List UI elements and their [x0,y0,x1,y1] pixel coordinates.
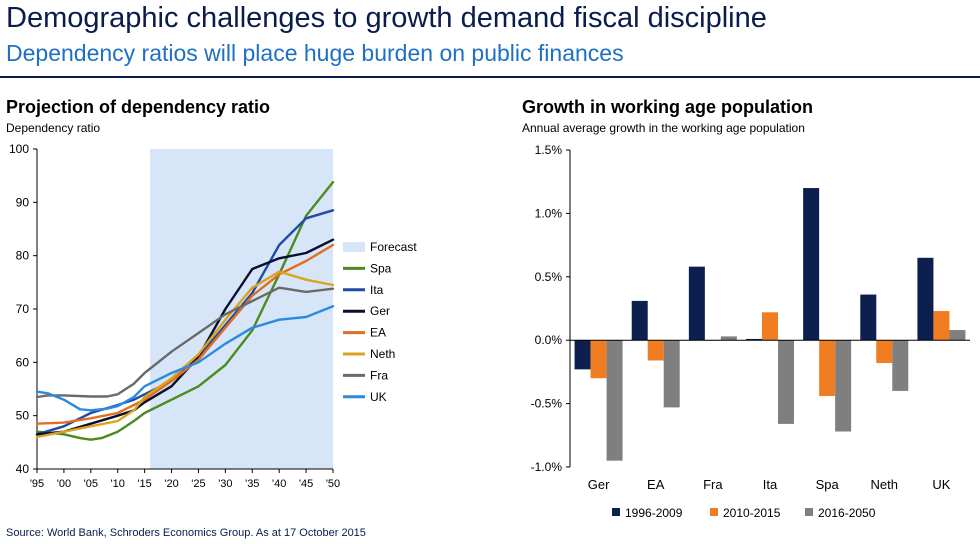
left-x-tick-label: '30 [218,478,232,490]
bar-neth-2010-2015 [876,340,893,364]
left-y-tick-label: 90 [16,195,30,209]
bar-ea-2010-2015 [647,340,664,361]
bar-ger-1996-2009 [574,340,591,370]
left-y-tick-label: 100 [9,142,29,156]
left-x-tick-label: '40 [272,478,286,490]
legend-label-2010-2015: 2010-2015 [723,506,781,520]
legend-label-ita: Ita [370,283,384,297]
series-line-neth [35,270,335,439]
legend-label-1996-2009: 1996-2009 [625,506,683,520]
bar-neth-2016-2050 [892,340,909,391]
legend-label-2016-2050: 2016-2050 [818,506,876,520]
category-label-fra: Fra [703,477,723,492]
left-y-tick-label: 70 [16,302,30,316]
bar-fra-2016-2050 [720,336,737,341]
right-y-tick-label: -0.5% [531,397,563,411]
left-x-tick-label: '00 [57,478,71,490]
legend-swatch-1996-2009 [612,508,620,516]
header-divider [0,76,980,78]
legend-swatch-forecast [343,242,365,252]
bar-spa-1996-2009 [803,188,820,341]
series-line-spa [35,180,335,441]
left-x-tick-label: '05 [84,478,98,490]
series-line-fra [35,286,335,399]
right-chart-title: Growth in working age population [522,97,813,117]
left-y-tick-label: 80 [16,249,30,263]
left-x-tick-label: '95 [30,478,44,490]
right-chart-axis-label: Annual average growth in the working age… [522,121,805,135]
left-x-tick-label: '10 [111,478,125,490]
bar-ger-2016-2050 [606,340,623,461]
category-label-ita: Ita [763,477,778,492]
right-y-tick-label: 1.0% [535,206,563,220]
bar-fra-1996-2009 [688,266,705,341]
bar-ea-1996-2009 [631,300,648,341]
bar-uk-2016-2050 [949,330,966,341]
legend-label-fra: Fra [370,368,388,382]
page-subtitle: Dependency ratios will place huge burden… [6,40,624,66]
left-chart-axis-label: Dependency ratio [6,121,101,135]
legend-swatch-2016-2050 [805,508,813,516]
category-label-neth: Neth [871,477,898,492]
legend-swatch-2010-2015 [710,508,718,516]
left-chart-title: Projection of dependency ratio [6,97,271,117]
bar-neth-1996-2009 [860,294,877,341]
left-x-tick-label: '15 [137,478,151,490]
series-line-ger [35,238,335,436]
right-y-tick-label: 0.5% [535,270,563,284]
bar-spa-2010-2015 [819,340,836,396]
category-label-spa: Spa [816,477,840,492]
legend-label-ea: EA [370,326,386,340]
legend-label-spa: Spa [370,261,392,275]
left-x-tick-label: '25 [191,478,205,490]
category-label-ger: Ger [588,477,610,492]
bar-uk-2010-2015 [933,311,950,341]
page-title: Demographic challenges to growth demand … [6,2,767,34]
right-y-tick-label: 0.0% [535,333,563,347]
source-note: Source: World Bank, Schroders Economics … [6,527,366,539]
legend-label-neth: Neth [370,347,395,361]
right-y-tick-label: 1.5% [535,143,563,157]
left-y-tick-label: 40 [16,462,30,476]
bar-ger-2010-2015 [590,340,607,379]
bar-spa-2016-2050 [835,340,852,432]
left-x-tick-label: '50 [326,478,340,490]
bar-uk-1996-2009 [917,257,934,341]
left-y-tick-label: 60 [16,355,30,369]
bar-ea-2016-2050 [663,340,680,408]
legend-label-uk: UK [370,390,387,404]
left-y-tick-label: 50 [16,409,30,423]
bar-ita-1996-2009 [746,338,762,341]
category-label-uk: UK [932,477,950,492]
category-label-ea: EA [647,477,665,492]
bar-ita-2010-2015 [762,312,778,341]
legend-label-forecast: Forecast [370,240,417,254]
left-x-tick-label: '20 [164,478,178,490]
series-line-uk [35,305,335,412]
left-x-tick-label: '35 [245,478,259,490]
series-line-ea [35,243,335,425]
left-x-tick-label: '45 [299,478,313,490]
legend-label-ger: Ger [370,304,390,318]
right-y-tick-label: -1.0% [531,460,563,474]
bar-ita-2016-2050 [778,340,794,424]
